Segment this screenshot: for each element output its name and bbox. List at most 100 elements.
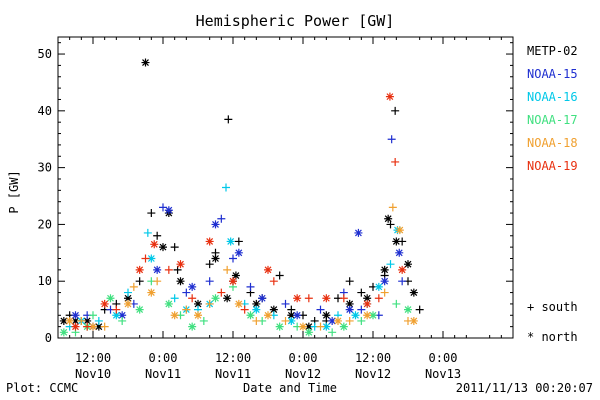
x-tick-date-label: Nov12 [285,367,321,381]
north-point [385,92,394,101]
north-point [275,322,284,331]
south-point [205,277,214,286]
north-point [345,305,354,314]
south-point [153,277,162,286]
north-point [211,254,220,263]
timestamp-label: 2011/11/13 00:20:07 [456,381,593,395]
north-point [304,328,313,337]
plot-frame [57,36,514,339]
north-point [135,265,144,274]
marker-legend-entry: + south [527,300,578,314]
south-point [386,260,395,269]
north-point [71,311,80,320]
south-point [281,299,290,308]
north-point [322,294,331,303]
south-point [345,277,354,286]
y-tick-label: 30 [38,161,52,175]
south-point [170,243,179,252]
south-point [246,282,255,291]
north-point [147,254,156,263]
north-point [135,305,144,314]
north-point [363,311,372,320]
south-point [229,254,237,263]
x-tick-date-label: Nov10 [75,367,111,381]
x-tick-date-label: Nov11 [145,367,181,381]
north-point [395,248,404,257]
y-tick-label: 40 [38,104,52,118]
south-point [153,231,162,240]
north-point [211,220,220,229]
x-tick-time-label: 0:00 [149,351,178,365]
plot-source-label: Plot: CCMC [6,381,78,395]
north-point [354,228,363,237]
north-point [269,305,278,314]
north-point [71,316,80,325]
north-point [194,311,202,320]
north-point [293,294,302,303]
south-point [269,277,278,286]
north-point [287,311,296,320]
north-point [363,299,372,308]
north-point [141,58,150,67]
south-point [328,328,337,337]
south-point [316,305,325,314]
south-point [316,322,325,331]
south-point [357,288,366,297]
south-point [170,294,179,303]
south-point [281,316,290,325]
north-point [252,299,261,308]
north-point [188,282,197,291]
south-point [217,288,226,297]
south-point [222,183,230,192]
north-point [304,322,313,331]
north-point [404,260,412,269]
x-tick-date-label: Nov11 [215,367,251,381]
north-point [153,265,162,274]
x-axis-label: Date and Time [243,381,337,395]
north-point [351,311,360,320]
north-point [164,206,173,215]
north-point [211,294,220,303]
north-point [100,299,109,308]
chart-title: Hemispheric Power [GW] [196,12,395,30]
south-point [392,299,401,308]
north-point [170,311,179,320]
south-point [217,214,226,223]
north-point [409,288,418,297]
south-point [391,106,400,115]
north-point [229,277,237,286]
south-point [357,305,366,314]
south-point [223,265,232,274]
x-tick-time-label: 0:00 [289,351,318,365]
north-point [231,271,240,280]
north-point [150,240,159,249]
north-point [299,322,307,331]
north-point [188,322,197,331]
south-point [182,288,191,297]
north-point [83,316,92,325]
south-point [118,316,127,325]
north-point [205,237,214,246]
south-point [135,277,144,286]
south-point [141,254,150,263]
north-point [118,311,127,320]
north-point [264,311,272,320]
north-point [59,328,68,337]
y-tick-label: 0 [45,331,52,345]
north-point [404,305,412,314]
legend-entry: METP-02 [527,44,578,58]
north-point [159,243,167,252]
legend-entry: NOAA-19 [527,159,578,173]
north-point [223,294,232,303]
north-point [164,299,173,308]
x-tick-date-label: Nov12 [355,367,391,381]
north-point [252,305,261,314]
south-point [415,305,424,314]
north-point [322,311,331,320]
north-point [194,299,202,308]
south-point [205,299,214,308]
north-point [258,294,267,303]
north-point [176,277,185,286]
south-point [339,294,348,303]
